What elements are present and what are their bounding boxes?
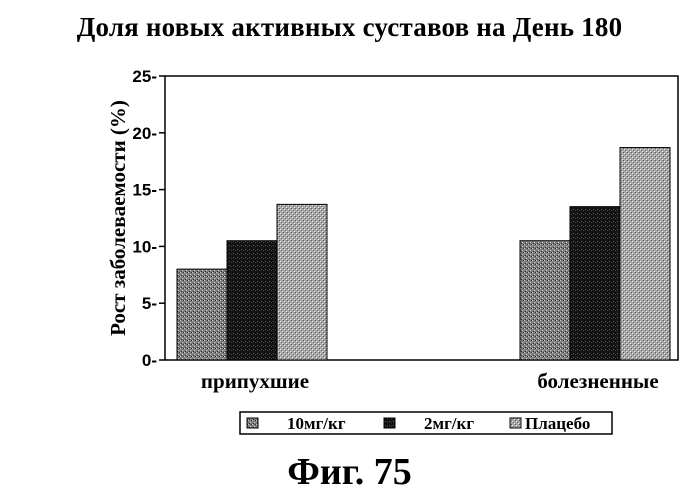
legend-label: 2мг/кг	[424, 414, 474, 433]
y-tick-label: 15-	[132, 181, 157, 200]
y-axis-label: Рост заболеваемости (%)	[106, 100, 130, 336]
bar-2-1	[226, 240, 278, 361]
y-tick-label: 25-	[132, 67, 157, 86]
y-tick-label: 5-	[142, 294, 157, 313]
y-tick-label: 20-	[132, 124, 157, 143]
bar-3-2	[619, 147, 671, 361]
chart-title: Доля новых активных суставов на День 180	[76, 12, 623, 42]
category-label: болезненные	[537, 369, 658, 393]
legend-label: 10мг/кг	[287, 414, 346, 433]
bar-3-1	[276, 203, 328, 361]
legend-swatch	[383, 417, 396, 429]
legend-label: Плацебо	[525, 414, 590, 433]
bar-1-1	[176, 268, 228, 361]
legend-swatch	[509, 417, 522, 429]
figure-caption: Фиг. 75	[287, 451, 412, 493]
y-tick-label: 0-	[142, 351, 157, 370]
plot-frame	[164, 75, 679, 361]
y-tick-label: 10-	[132, 237, 157, 256]
category-label: припухшие	[201, 369, 309, 393]
legend-swatch	[246, 417, 259, 429]
bar-2-2	[569, 206, 621, 361]
bar-1-2	[519, 240, 571, 361]
